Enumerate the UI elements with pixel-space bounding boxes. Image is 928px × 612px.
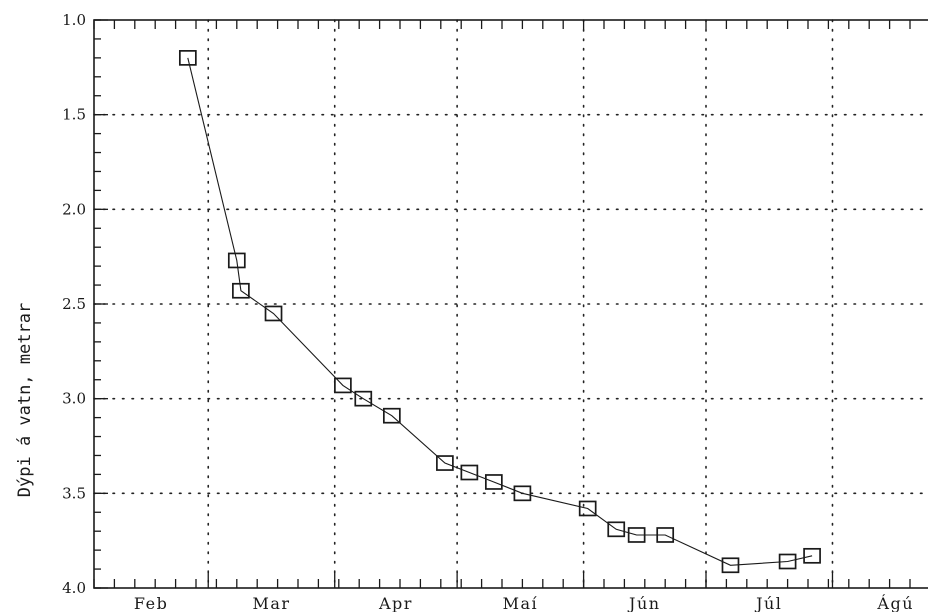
- x-month-label: Júl: [754, 594, 782, 612]
- x-month-label: Mar: [252, 594, 290, 612]
- depth-data-point: [460, 464, 479, 481]
- depth-data-point: [334, 377, 352, 394]
- x-month-label: Apr: [378, 594, 413, 612]
- depth-data-point: [803, 547, 821, 564]
- depth-data-point: [721, 557, 740, 574]
- x-month-label: Jún: [627, 594, 661, 612]
- depth-data-point: [656, 527, 675, 543]
- y-tick-label: 1.0: [62, 11, 86, 29]
- plot-frame: [93, 19, 928, 589]
- x-tick-labels: Feb Mar Apr Maí Jún Júl Ágú: [134, 593, 914, 612]
- x-month-label: Ágú: [876, 593, 914, 612]
- depth-data-point: [354, 390, 373, 407]
- y-tick-label: 2.5: [62, 295, 86, 313]
- x-month-label: Feb: [134, 594, 168, 612]
- y-tick-label: 3.5: [62, 484, 86, 502]
- depth-data-point: [178, 50, 197, 66]
- y-tick-labels: 1.0 1.5 2.0 2.5 3.0 3.5 4.0: [62, 11, 86, 597]
- depth-data-point: [484, 474, 503, 490]
- depth-data-point: [607, 521, 626, 538]
- depth-data-point: [578, 500, 597, 517]
- x-month-label: Maí: [503, 594, 539, 612]
- y-axis-label: Dýpi á vatn, metrar: [15, 303, 35, 497]
- depth-data-point: [513, 485, 532, 502]
- y-tick-label: 2.0: [62, 200, 86, 218]
- y-tick-label: 1.5: [62, 106, 86, 124]
- depth-data-point: [227, 252, 246, 269]
- y-tick-label: 3.0: [62, 390, 86, 408]
- depth-data-point: [778, 553, 797, 570]
- depth-data-point: [232, 282, 250, 299]
- depth-series-line: [187, 57, 813, 566]
- depth-data-point: [436, 455, 454, 471]
- depth-data-point: [627, 527, 646, 543]
- tick-layer: [93, 19, 911, 589]
- y-tick-label: 4.0: [62, 579, 86, 597]
- grid-layer: [93, 19, 928, 589]
- series-layer: [178, 50, 821, 574]
- depth-data-point: [382, 407, 401, 424]
- depth-data-point: [264, 305, 283, 322]
